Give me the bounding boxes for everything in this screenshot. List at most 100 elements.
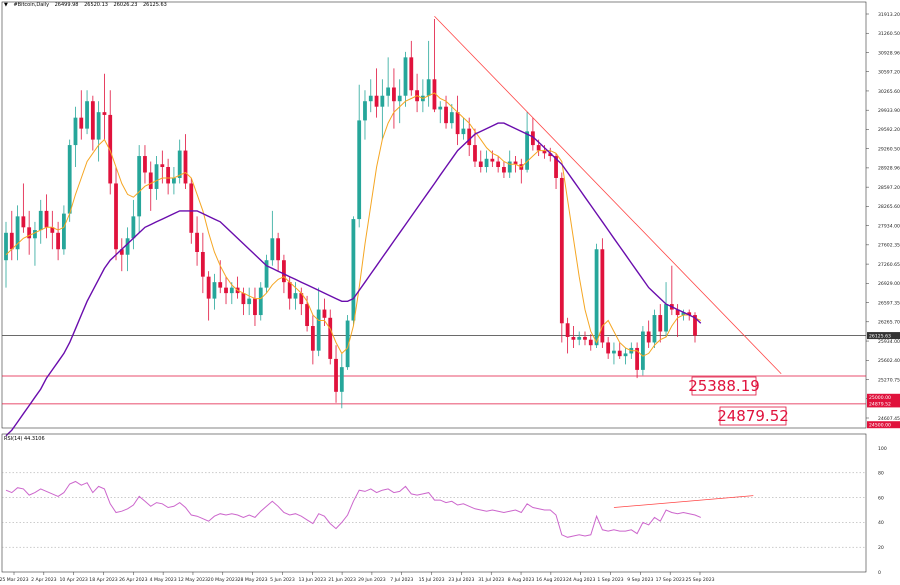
candle-body bbox=[212, 282, 217, 299]
candle-body bbox=[363, 101, 367, 121]
date-tick-label: 15 Jul 2023 bbox=[419, 577, 445, 583]
candle-body bbox=[623, 353, 628, 357]
fast-ma-line bbox=[5, 92, 702, 357]
current-price-label-bg bbox=[867, 332, 900, 340]
rsi-tick-label: 60 bbox=[878, 495, 884, 501]
candle-body bbox=[386, 87, 391, 96]
price-tick-label: 30265.60 bbox=[878, 89, 900, 95]
date-tick-label: 1 Sep 2023 bbox=[597, 577, 623, 583]
candle-body bbox=[137, 156, 142, 217]
candle-body bbox=[229, 287, 234, 294]
candle-body bbox=[525, 131, 529, 170]
candle-body bbox=[484, 158, 489, 168]
candle-body bbox=[33, 230, 37, 239]
candle-body bbox=[449, 112, 454, 124]
candle-body bbox=[114, 183, 118, 250]
rsi-header: RSI(14) 44.3106 bbox=[4, 436, 45, 442]
candle-body bbox=[652, 315, 657, 343]
price-tick-label: 24607.45 bbox=[878, 416, 900, 422]
price-tick-label: 25934.00 bbox=[878, 339, 900, 345]
date-tick-label: 25 Sep 2023 bbox=[685, 577, 714, 583]
price-tick-label: 25270.75 bbox=[878, 377, 900, 383]
candle-body bbox=[409, 57, 414, 91]
candle-body bbox=[85, 101, 89, 129]
candle-body bbox=[617, 350, 622, 357]
candle-body bbox=[27, 227, 32, 239]
level-price-label-1: 25000.00 bbox=[869, 395, 891, 401]
candle-body bbox=[328, 317, 333, 359]
candle-body bbox=[143, 156, 147, 173]
candle-body bbox=[200, 251, 205, 277]
candle-body bbox=[310, 326, 315, 351]
price-tick-label: 30597.20 bbox=[878, 70, 900, 76]
date-tick-label: 18 Apr 2023 bbox=[89, 577, 117, 583]
candle-body bbox=[15, 216, 20, 250]
candle-body bbox=[148, 172, 153, 189]
price-tick-label: 31260.50 bbox=[878, 31, 900, 37]
resistance-trendline[interactable] bbox=[434, 15, 782, 375]
low-value: 26026.23 bbox=[113, 2, 138, 8]
candle-body bbox=[351, 219, 356, 321]
candle-body bbox=[397, 95, 402, 102]
candle-body bbox=[61, 213, 66, 250]
rsi-tick-label: 80 bbox=[878, 471, 884, 477]
candle-body bbox=[490, 158, 495, 162]
date-tick-label: 29 Jun 2023 bbox=[358, 577, 386, 583]
candle-body bbox=[282, 260, 286, 283]
candle-body bbox=[172, 177, 176, 184]
candle-body bbox=[21, 216, 26, 228]
date-tick-label: 21 Jun 2023 bbox=[328, 577, 356, 583]
rsi-pane-frame bbox=[1, 433, 867, 573]
level-price-label-1-bg bbox=[867, 393, 900, 401]
current-price-label: 26125.63 bbox=[869, 333, 891, 339]
candle-body bbox=[108, 114, 113, 184]
candle-body bbox=[693, 315, 697, 336]
date-tick-label: 28 May 2023 bbox=[238, 577, 268, 583]
rsi-line bbox=[5, 480, 701, 538]
candle-body bbox=[461, 128, 466, 135]
candle-body bbox=[444, 106, 448, 124]
level-price-label-3-bg bbox=[867, 421, 900, 429]
price-tick-label: 30928.96 bbox=[878, 50, 900, 56]
candle-body bbox=[224, 287, 228, 294]
candle-body bbox=[380, 95, 385, 107]
candle-body bbox=[96, 112, 101, 140]
date-tick-label: 20 May 2023 bbox=[208, 577, 238, 583]
candle-body bbox=[322, 309, 327, 318]
candle-body bbox=[392, 87, 396, 102]
candle-body bbox=[345, 320, 350, 368]
candle-body bbox=[687, 312, 692, 316]
candle-body bbox=[67, 145, 72, 214]
candle-body bbox=[270, 238, 275, 261]
candle-body bbox=[218, 282, 223, 288]
date-tick-label: 12 May 2023 bbox=[178, 577, 208, 583]
candle-body bbox=[258, 287, 263, 316]
candle-body bbox=[513, 161, 518, 165]
rsi-divergence-line[interactable] bbox=[613, 495, 754, 508]
date-tick-label: 13 Jun 2023 bbox=[298, 577, 326, 583]
candle-body bbox=[339, 367, 344, 392]
candle-body bbox=[334, 358, 338, 392]
candle-body bbox=[606, 342, 611, 354]
candle-body bbox=[189, 183, 194, 233]
candle-body bbox=[473, 145, 477, 162]
date-tick-label: 25 Mar 2023 bbox=[0, 577, 29, 583]
rsi-tick-label: 40 bbox=[878, 520, 884, 526]
candle-body bbox=[548, 153, 553, 157]
level-price-label-2: 24879.52 bbox=[869, 402, 891, 408]
candle-body bbox=[577, 336, 582, 340]
high-value: 26520.13 bbox=[84, 2, 108, 8]
candle-body bbox=[125, 238, 130, 255]
triangle-down-icon[interactable]: ▼ bbox=[4, 2, 8, 8]
candle-body bbox=[374, 95, 379, 107]
symbol-label: #Bitcoin,Daily bbox=[13, 2, 50, 8]
candle-body bbox=[612, 350, 616, 354]
candle-body bbox=[195, 232, 199, 252]
candle-body bbox=[583, 336, 587, 340]
candle-body bbox=[253, 298, 257, 316]
price-tick-label: 26597.35 bbox=[878, 300, 900, 306]
candle-body bbox=[119, 249, 124, 255]
candle-body bbox=[316, 309, 321, 351]
